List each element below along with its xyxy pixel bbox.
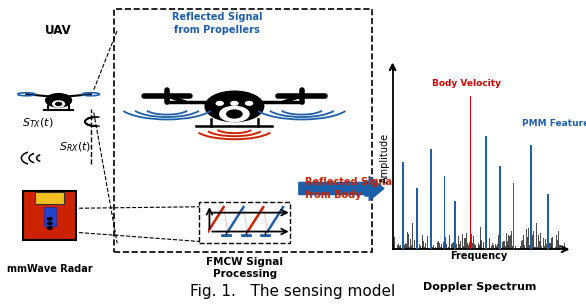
- Circle shape: [47, 218, 52, 220]
- FancyArrow shape: [299, 176, 384, 201]
- Text: Doppler Spectrum: Doppler Spectrum: [423, 282, 536, 292]
- Bar: [530, 145, 532, 249]
- Bar: [469, 96, 471, 249]
- Ellipse shape: [205, 91, 264, 122]
- FancyBboxPatch shape: [114, 9, 372, 252]
- Circle shape: [216, 102, 223, 105]
- FancyBboxPatch shape: [44, 207, 56, 226]
- FancyBboxPatch shape: [35, 192, 64, 204]
- Bar: [485, 136, 487, 249]
- Text: $S_{TX}(t)$: $S_{TX}(t)$: [22, 116, 54, 130]
- Bar: [416, 188, 418, 249]
- Text: PMM Feature: PMM Feature: [522, 119, 586, 128]
- Bar: [402, 162, 404, 249]
- Text: FMCW Signal
Processing: FMCW Signal Processing: [206, 257, 283, 279]
- FancyBboxPatch shape: [199, 202, 290, 243]
- Bar: [454, 201, 456, 249]
- FancyBboxPatch shape: [260, 234, 270, 237]
- FancyBboxPatch shape: [241, 234, 251, 237]
- Text: UAV: UAV: [45, 24, 72, 37]
- Text: Body Velocity: Body Velocity: [432, 79, 502, 88]
- Circle shape: [47, 227, 52, 229]
- Bar: [547, 194, 549, 249]
- Bar: [444, 176, 445, 249]
- Circle shape: [47, 222, 52, 225]
- Circle shape: [227, 110, 242, 118]
- Circle shape: [231, 102, 238, 105]
- Circle shape: [56, 102, 62, 105]
- FancyBboxPatch shape: [23, 191, 76, 240]
- Y-axis label: Amplitude: Amplitude: [380, 133, 390, 183]
- Text: Fig. 1.   The sensing model: Fig. 1. The sensing model: [190, 284, 396, 299]
- Text: Reflected Signal
from Propellers: Reflected Signal from Propellers: [172, 12, 262, 35]
- Bar: [499, 166, 500, 249]
- Circle shape: [46, 94, 71, 107]
- FancyBboxPatch shape: [221, 234, 231, 237]
- Circle shape: [246, 102, 253, 105]
- X-axis label: Frequency: Frequency: [451, 251, 507, 261]
- Text: $S_{RX}(t)$: $S_{RX}(t)$: [59, 141, 91, 154]
- Text: Reflected Signal
from Body: Reflected Signal from Body: [305, 177, 395, 200]
- Circle shape: [220, 106, 249, 122]
- Circle shape: [53, 101, 64, 107]
- Bar: [513, 183, 515, 249]
- Text: mmWave Radar: mmWave Radar: [7, 264, 93, 274]
- Bar: [430, 149, 431, 249]
